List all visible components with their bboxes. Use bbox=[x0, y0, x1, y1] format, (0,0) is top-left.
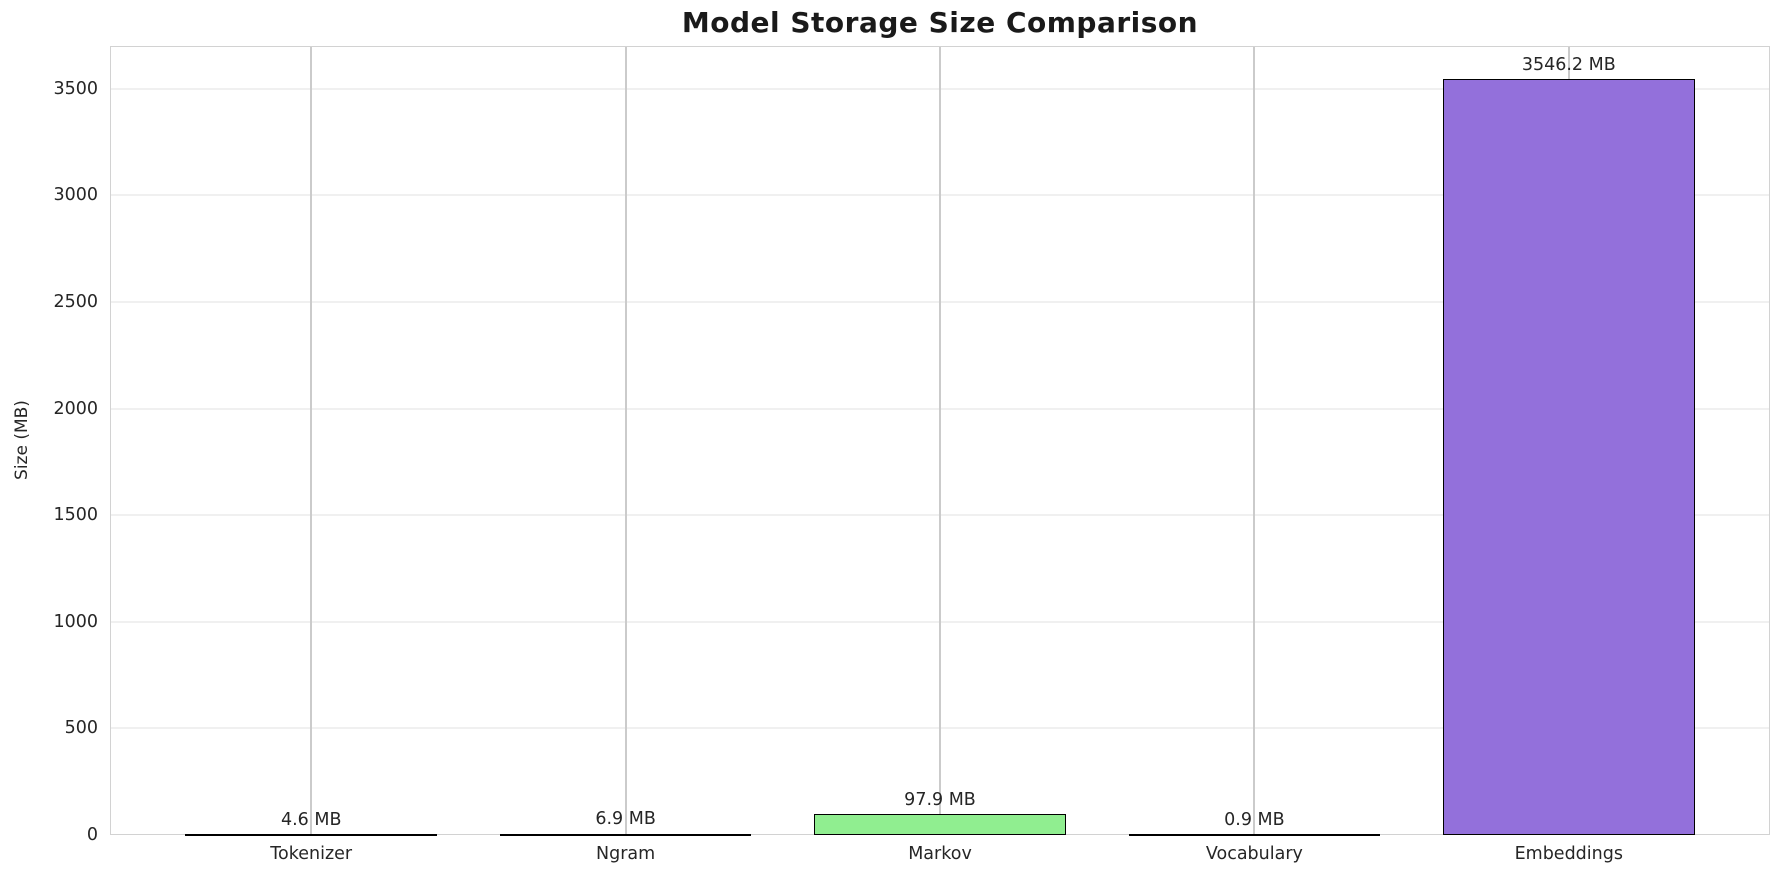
y-tick-label: 1000 bbox=[53, 611, 98, 632]
v-gridline bbox=[1253, 46, 1256, 835]
y-tick-label: 500 bbox=[64, 718, 98, 739]
bar-tokenizer bbox=[185, 834, 437, 836]
bar-embeddings bbox=[1443, 78, 1695, 835]
bar-markov bbox=[814, 814, 1066, 835]
bar-ngram bbox=[499, 833, 752, 836]
x-tick-label: Ngram bbox=[596, 844, 656, 864]
bar-value-label: 0.9 MB bbox=[1224, 809, 1285, 830]
y-tick-label: 1500 bbox=[53, 505, 98, 526]
bar-value-label: 4.6 MB bbox=[280, 809, 342, 830]
y-tick-label: 2500 bbox=[53, 291, 98, 312]
x-tick-label: Embeddings bbox=[1514, 844, 1623, 864]
bar-value-label: 97.9 MB bbox=[904, 790, 976, 810]
bar-vocabulary bbox=[1128, 834, 1381, 836]
x-tick-label: Tokenizer bbox=[270, 844, 353, 864]
v-gridline bbox=[310, 46, 313, 835]
v-gridline bbox=[624, 46, 627, 835]
x-tick-label: Vocabulary bbox=[1205, 844, 1303, 864]
y-tick-label: 3000 bbox=[53, 185, 98, 206]
y-tick-label: 0 bbox=[86, 825, 98, 845]
chart-title: Model Storage Size Comparison bbox=[681, 6, 1199, 39]
bar-value-label: 3546.2 MB bbox=[1521, 54, 1616, 75]
bar-value-label: 6.9 MB bbox=[595, 809, 656, 830]
x-tick-label: Markov bbox=[908, 844, 972, 864]
v-gridline bbox=[939, 46, 941, 835]
y-tick-label: 3500 bbox=[53, 78, 98, 99]
y-tick-label: 2000 bbox=[53, 398, 98, 419]
